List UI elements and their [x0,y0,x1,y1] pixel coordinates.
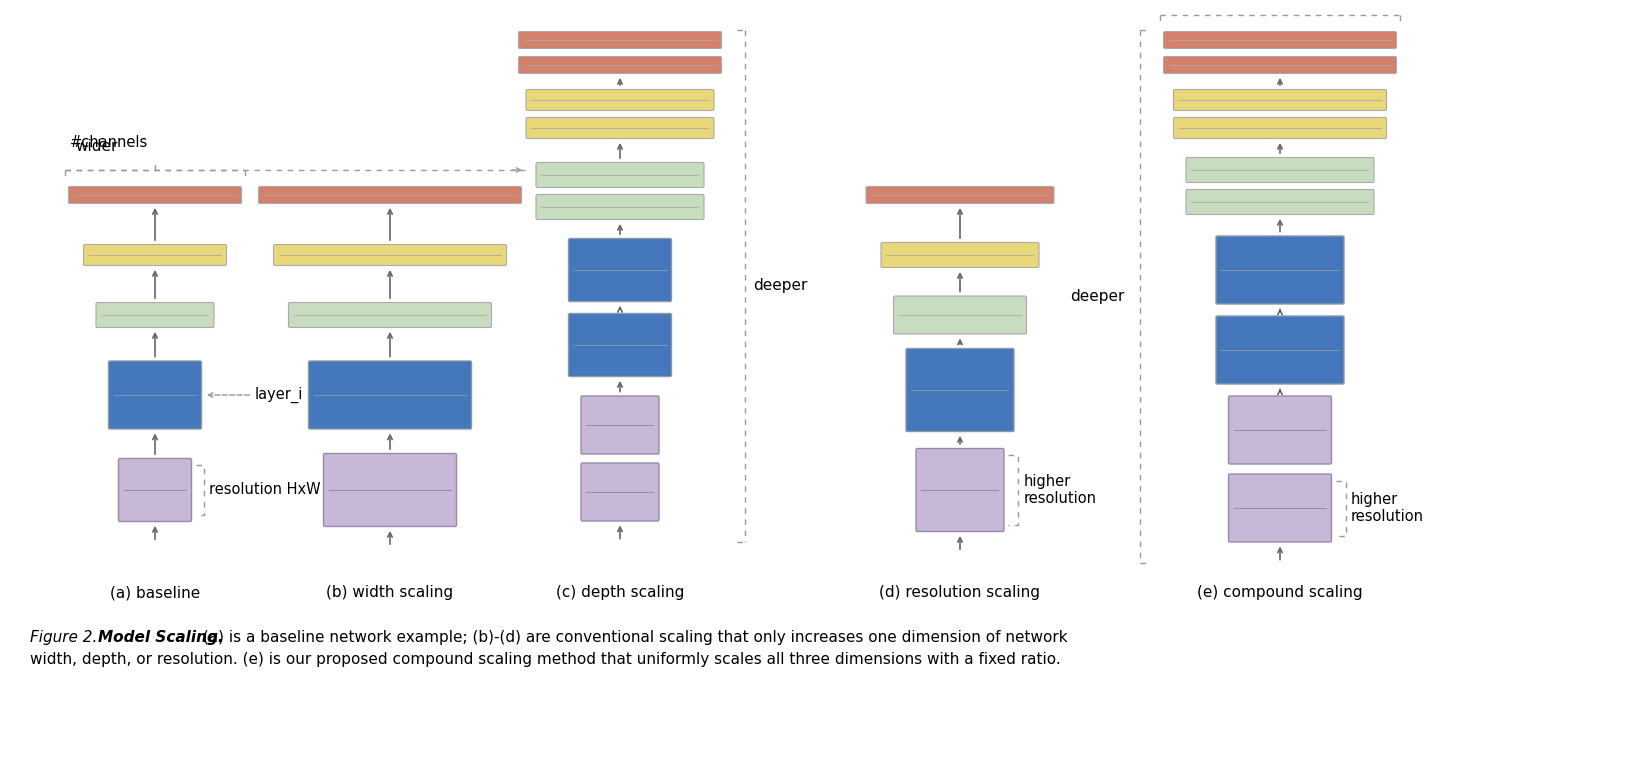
FancyBboxPatch shape [119,458,191,521]
FancyBboxPatch shape [1163,56,1396,74]
Text: higher
resolution: higher resolution [1351,492,1424,524]
FancyBboxPatch shape [893,296,1027,334]
FancyBboxPatch shape [1163,32,1396,48]
Text: deeper: deeper [753,278,808,293]
FancyBboxPatch shape [84,245,226,265]
FancyBboxPatch shape [536,162,704,188]
FancyBboxPatch shape [274,245,506,265]
Text: layer_i: layer_i [208,387,303,403]
FancyBboxPatch shape [308,361,471,429]
Text: Model Scaling.: Model Scaling. [97,630,224,645]
FancyBboxPatch shape [109,361,201,429]
FancyBboxPatch shape [519,32,722,48]
FancyBboxPatch shape [1216,236,1345,304]
FancyBboxPatch shape [1216,316,1345,384]
Text: higher
resolution: higher resolution [1023,474,1096,506]
Text: (c) depth scaling: (c) depth scaling [555,585,684,600]
FancyBboxPatch shape [1228,396,1332,464]
Text: width, depth, or resolution. (e) is our proposed compound scaling method that un: width, depth, or resolution. (e) is our … [30,652,1061,667]
FancyBboxPatch shape [323,454,456,527]
FancyBboxPatch shape [1187,158,1374,182]
FancyBboxPatch shape [569,314,671,377]
FancyBboxPatch shape [259,187,521,204]
FancyBboxPatch shape [536,195,704,219]
FancyBboxPatch shape [1228,474,1332,542]
Text: resolution HxW: resolution HxW [209,482,321,498]
Text: (a) baseline: (a) baseline [110,585,199,600]
Text: Figure 2.: Figure 2. [30,630,102,645]
FancyBboxPatch shape [526,89,714,111]
FancyBboxPatch shape [582,396,659,454]
Text: #channels: #channels [69,135,148,150]
Text: deeper: deeper [1070,288,1124,304]
Text: (a) is a baseline network example; (b)-(d) are conventional scaling that only in: (a) is a baseline network example; (b)-(… [198,630,1068,645]
Text: wider: wider [76,139,117,154]
FancyBboxPatch shape [569,238,671,301]
FancyBboxPatch shape [1187,189,1374,215]
FancyBboxPatch shape [865,187,1055,204]
FancyBboxPatch shape [526,118,714,138]
FancyBboxPatch shape [1173,118,1386,138]
Text: (b) width scaling: (b) width scaling [326,585,453,600]
FancyBboxPatch shape [1173,89,1386,111]
FancyBboxPatch shape [69,187,242,204]
FancyBboxPatch shape [906,348,1014,431]
FancyBboxPatch shape [582,463,659,521]
FancyBboxPatch shape [519,56,722,74]
FancyBboxPatch shape [288,302,491,328]
FancyBboxPatch shape [882,242,1038,268]
Text: (e) compound scaling: (e) compound scaling [1196,585,1363,600]
Text: (d) resolution scaling: (d) resolution scaling [880,585,1040,600]
FancyBboxPatch shape [916,448,1004,531]
FancyBboxPatch shape [96,302,214,328]
